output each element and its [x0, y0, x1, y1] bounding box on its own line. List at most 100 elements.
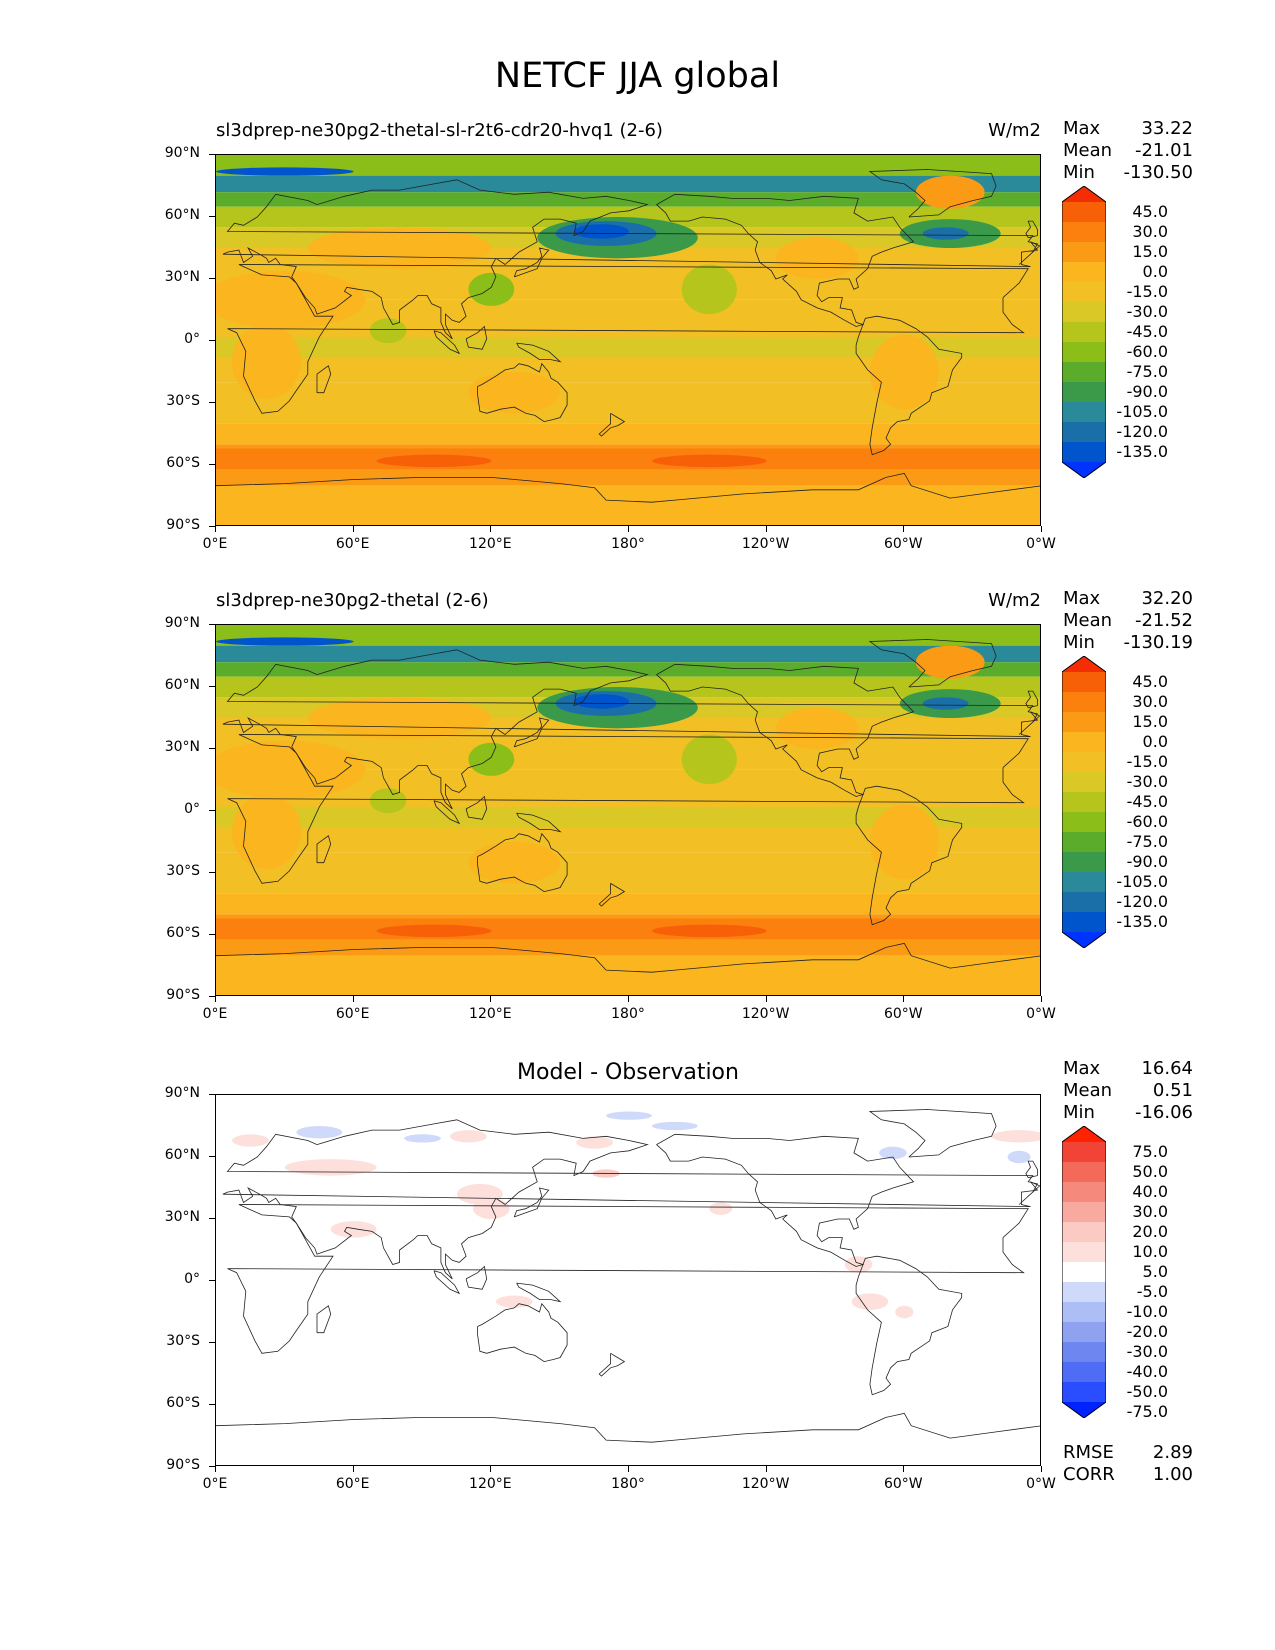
- coastline-africa: [227, 734, 1029, 884]
- zonal-band: [216, 955, 1040, 995]
- ytick-label: 30°S: [166, 863, 200, 879]
- colorbar-segment: [1062, 692, 1106, 713]
- tropic-band: [216, 320, 1040, 337]
- min-value: -130.19: [1123, 632, 1193, 653]
- colorbar-label: -15.0: [1126, 282, 1168, 301]
- stats-box: Max 33.22 Mean -21.01 Min -130.50: [1063, 118, 1193, 184]
- ytick-mark: [209, 464, 215, 465]
- coastline-borneo: [465, 325, 488, 350]
- coastlines: [216, 639, 1040, 973]
- max-value: 16.64: [1141, 1058, 1193, 1079]
- xtick-mark: [490, 1466, 492, 1472]
- positive-bias: [709, 1202, 733, 1215]
- colorbar-label: 45.0: [1132, 202, 1168, 221]
- positive-bias: [851, 1293, 889, 1310]
- max-label: Max: [1063, 118, 1101, 139]
- colorbar-label: -90.0: [1126, 852, 1168, 871]
- zonal-band: [216, 423, 1040, 445]
- ytick-mark: [209, 278, 215, 279]
- arctic-core: [216, 167, 354, 176]
- ytick-label: 30°N: [164, 1209, 200, 1225]
- coastline-africa: [227, 264, 1029, 414]
- xtick-mark: [903, 996, 905, 1002]
- ytick-mark: [209, 872, 215, 873]
- ytick-mark: [209, 1404, 215, 1405]
- xtick-label: 120°W: [741, 536, 790, 552]
- coastline-samerica: [855, 315, 963, 456]
- min-value: -130.50: [1123, 162, 1193, 183]
- coastline-samerica: [855, 785, 963, 926]
- colorbar: [1061, 655, 1107, 949]
- sa-region: [869, 804, 939, 880]
- xtick-mark: [352, 526, 354, 532]
- coastline-antarctica: [216, 942, 1040, 973]
- xtick-label: 0°W: [1026, 1006, 1056, 1022]
- npac-deep-core: [573, 694, 629, 709]
- southern-ocean-max: [376, 924, 492, 938]
- colorbar-segment: [1062, 1242, 1106, 1263]
- colorbar-label: -30.0: [1126, 1342, 1168, 1361]
- colorbar-segment: [1062, 362, 1106, 383]
- colorbar-segment: [1062, 1162, 1106, 1183]
- panel-model-ref: sl3dprep-ne30pg2-thetal (2-6) W/m2 Max 32…: [0, 588, 1275, 1048]
- colorbar-label: 5.0: [1142, 1262, 1168, 1281]
- ytick-label: 0°: [184, 1271, 200, 1287]
- max-label: Max: [1063, 1058, 1101, 1079]
- coastline-namerica: [656, 663, 915, 797]
- ytick-label: 90°N: [164, 615, 200, 631]
- sea-china: [468, 742, 515, 776]
- colorbar-label: 50.0: [1132, 1162, 1168, 1181]
- colorbar-segment: [1062, 1142, 1106, 1163]
- positive-bias: [232, 1134, 269, 1147]
- negative-bias: [651, 1121, 698, 1131]
- diff-fill: [216, 1095, 1040, 1465]
- coastline-eurasia: [222, 1119, 1040, 1280]
- ytick-mark: [209, 1342, 215, 1343]
- positive-bias: [450, 1130, 487, 1143]
- xtick-label: 120°E: [469, 1006, 512, 1022]
- ytick-mark: [209, 934, 215, 935]
- xtick-label: 60°E: [335, 536, 370, 552]
- colorbar-segment: [1062, 752, 1106, 773]
- ytick-label: 30°N: [164, 269, 200, 285]
- coastline-samerica: [855, 1255, 963, 1396]
- zonal-band: [216, 192, 1040, 207]
- coastline-australia: [477, 832, 568, 893]
- coastlines: [216, 1109, 1040, 1443]
- xtick-mark: [352, 996, 354, 1002]
- colorbar-segment: [1062, 442, 1106, 463]
- max-value: 33.22: [1141, 118, 1193, 139]
- negative-bias: [404, 1134, 441, 1143]
- corr-value: 1.00: [1152, 1464, 1193, 1485]
- africa-region: [232, 324, 301, 399]
- na-region: [775, 707, 859, 749]
- units-label: W/m2: [988, 120, 1041, 141]
- xtick-mark: [215, 1466, 216, 1472]
- colorbar-label: -60.0: [1126, 812, 1168, 831]
- xtick-mark: [765, 996, 767, 1002]
- southern-ocean-band: [216, 918, 1040, 940]
- colorbar-label: 45.0: [1132, 672, 1168, 691]
- coastline-borneo: [465, 1265, 488, 1290]
- map-plot: [215, 624, 1041, 996]
- rmse-value: 2.89: [1152, 1442, 1193, 1463]
- colorbar-segment: [1062, 1262, 1106, 1283]
- colorbar-segment: [1062, 242, 1106, 263]
- field-fill: [216, 155, 1040, 525]
- colorbar-segment: [1062, 1182, 1106, 1203]
- ytick-label: 30°S: [166, 393, 200, 409]
- colorbar-segment: [1062, 872, 1106, 893]
- mean-value: 0.51: [1152, 1080, 1193, 1101]
- colorbar-label: 15.0: [1132, 242, 1168, 261]
- ytick-label: 30°S: [166, 1333, 200, 1349]
- colorbar-label: -120.0: [1116, 892, 1168, 911]
- positive-bias: [330, 1221, 377, 1238]
- coastline-nz: [598, 1352, 626, 1377]
- coastline-uk: [1025, 1160, 1038, 1179]
- xtick-label: 0°E: [202, 536, 228, 552]
- negative-bias: [606, 1111, 652, 1120]
- indian-ocean: [369, 318, 407, 344]
- ytick-label: 60°S: [166, 455, 200, 471]
- ytick-mark: [209, 154, 215, 155]
- colorbar-label: -50.0: [1126, 1382, 1168, 1401]
